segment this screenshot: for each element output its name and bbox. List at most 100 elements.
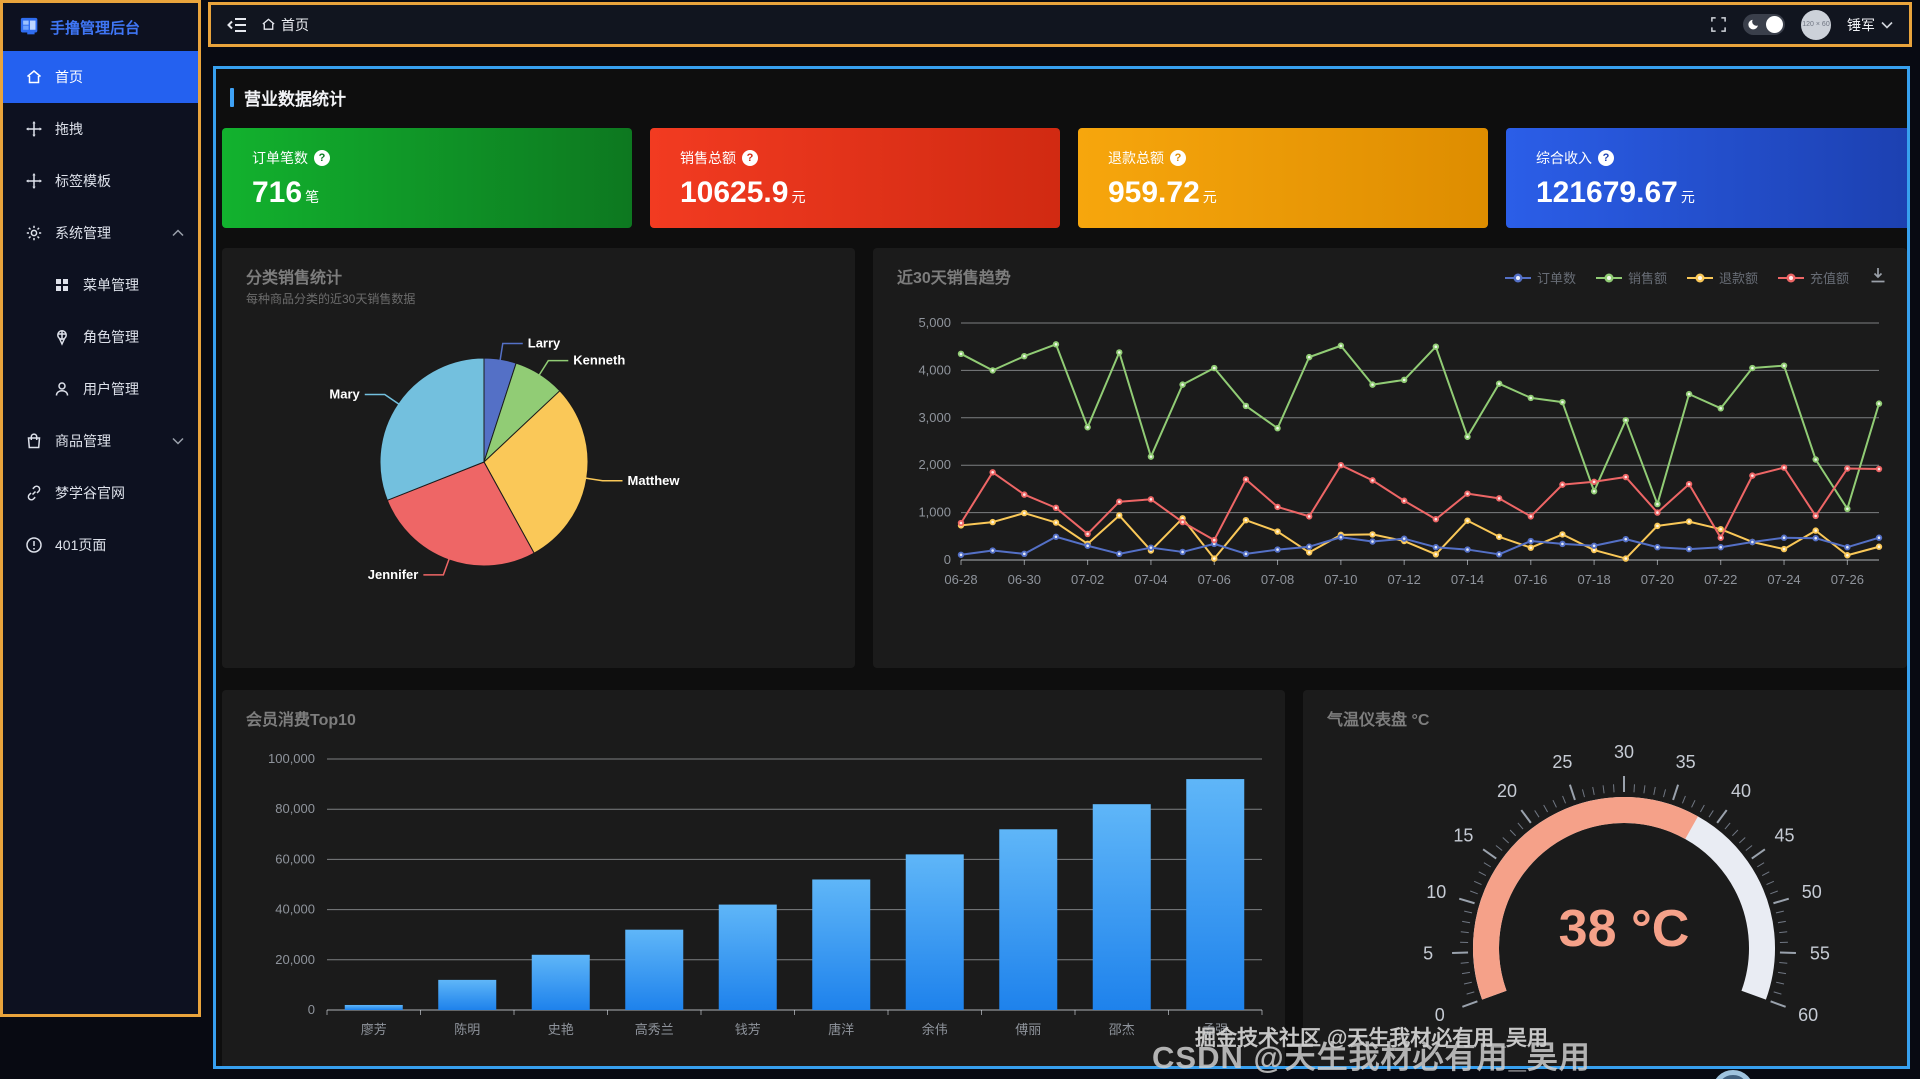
avatar[interactable]: 120 × 60 [1801,9,1831,40]
app-logo-icon [19,16,41,38]
alert-icon [25,536,43,554]
help-icon[interactable]: ? [314,150,330,166]
pie-chart: Larry Kenneth Matthew Jennifer Mary [328,334,682,583]
stat-card-orders: 订单笔数? 716 笔 [222,128,632,228]
sidebar-item-label: 系统管理 [55,225,111,241]
pie-chart-card: Larry Kenneth Matthew Jennifer Mary 分类销售统计 每… [222,248,855,668]
legend-item-销售额[interactable]: 销售额 [1595,268,1667,287]
sidebar-item-product-management[interactable]: 商品管理 [3,415,198,467]
svg-text:高秀兰: 高秀兰 [635,1022,674,1037]
svg-text:50: 50 [1802,882,1822,902]
badge-icon [53,328,71,346]
section-accent-bar [230,88,234,107]
stat-card-unit: 元 [1680,189,1695,205]
stat-card-label: 订单笔数 [252,150,308,166]
svg-text:0: 0 [308,1002,315,1017]
sidebar-item-label: 菜单管理 [83,277,139,293]
sidebar-collapse-icon[interactable] [227,17,247,33]
chevron-down-icon [172,437,184,445]
sidebar-item-mxg-site[interactable]: 梦学谷官网 [3,467,198,519]
svg-text:25: 25 [1552,752,1572,772]
download-icon[interactable] [1869,266,1887,284]
svg-text:07-02: 07-02 [1071,572,1104,587]
svg-text:07-08: 07-08 [1261,572,1294,587]
svg-text:40: 40 [1731,781,1751,801]
legend-marker [1777,273,1804,282]
legend-marker [1504,273,1531,282]
sidebar-item-page-401[interactable]: 401页面 [3,519,198,571]
user-icon [53,380,71,398]
stat-card-value: 10625.9 [680,176,789,209]
svg-text:邵杰: 邵杰 [1109,1022,1135,1037]
help-icon[interactable]: ? [1598,150,1614,166]
sidebar-item-label: 梦学谷官网 [55,485,125,501]
svg-text:Jennifer: Jennifer [368,567,419,582]
dark-mode-toggle[interactable] [1743,14,1785,35]
header-actions: 120 × 60 锤军 [1710,9,1893,40]
svg-text:38 °C: 38 °C [1559,900,1690,958]
sidebar: 手撸管理后台 首页 拖拽 标签模板系统管理菜单管理角色管理用户管理商品管理梦学谷官网… [0,0,201,1017]
svg-text:07-24: 07-24 [1767,572,1800,587]
svg-text:06-30: 06-30 [1008,572,1041,587]
svg-text:1,000: 1,000 [918,505,951,520]
stat-card-label: 综合收入 [1536,150,1592,166]
svg-text:Kenneth: Kenneth [573,353,625,368]
user-menu[interactable]: 锤军 [1847,15,1893,35]
svg-text:60,000: 60,000 [275,851,315,866]
help-icon[interactable]: ? [742,150,758,166]
link-icon [25,484,43,502]
help-icon[interactable]: ? [1170,150,1186,166]
bag-icon [25,432,43,450]
legend-marker [1686,273,1713,282]
bar-chart: 0 20,000 40,000 60,000 80,000 100,000 廖芳 陈明 史艳 高秀… [268,751,1263,1037]
legend-label: 销售额 [1627,271,1667,286]
sidebar-item-role-management[interactable]: 角色管理 [3,311,198,363]
sidebar-item-menu-management[interactable]: 菜单管理 [3,259,198,311]
svg-text:0: 0 [1435,1005,1445,1025]
legend-label: 订单数 [1536,271,1576,286]
sidebar-item-label: 用户管理 [83,381,139,397]
stat-card-label: 销售总额 [680,150,736,166]
fullscreen-icon[interactable] [1710,16,1727,33]
legend-item-订单数[interactable]: 订单数 [1504,268,1576,287]
svg-text:07-26: 07-26 [1831,572,1864,587]
stat-card-unit: 元 [1202,189,1217,205]
svg-text:15: 15 [1453,826,1473,846]
section-header: 营业数据统计 [230,85,346,110]
sidebar-item-home[interactable]: 首页 [3,51,198,103]
main-content: 营业数据统计 订单笔数? 716 笔销售总额? 10625.9 元退款总额? 959.72… [213,66,1910,1069]
app-title: 手撸管理后台 [50,19,141,37]
legend-item-退款额[interactable]: 退款额 [1686,268,1758,287]
section-title: 营业数据统计 [244,90,346,109]
gear-icon [25,224,43,242]
legend-item-充值额[interactable]: 充值额 [1777,268,1849,287]
svg-text:Matthew: Matthew [628,473,681,488]
sidebar-item-system-management[interactable]: 系统管理 [3,207,198,259]
sidebar-item-user-management[interactable]: 用户管理 [3,363,198,415]
svg-text:Mary: Mary [329,387,360,402]
svg-text:20: 20 [1497,781,1517,801]
svg-text:钱芳: 钱芳 [735,1022,761,1037]
gauge-chart-title: 气温仪表盘 °C [1327,712,1430,729]
sidebar-item-drag[interactable]: 拖拽 [3,103,198,155]
move-icon [25,120,43,138]
pie-chart-subtitle: 每种商品分类的近30天销售数据 [246,292,416,306]
svg-text:35: 35 [1676,752,1696,772]
moon-icon [1747,17,1761,31]
svg-text:Larry: Larry [528,335,561,350]
svg-text:07-18: 07-18 [1577,572,1610,587]
sidebar-item-label: 商品管理 [55,433,111,449]
breadcrumb[interactable]: 首页 [261,15,309,35]
svg-text:80,000: 80,000 [275,801,315,816]
svg-text:55: 55 [1810,944,1830,964]
toggle-knob [1766,16,1783,33]
svg-text:20,000: 20,000 [275,952,315,967]
svg-text:07-22: 07-22 [1704,572,1737,587]
home-icon [25,68,43,86]
svg-text:傅丽: 傅丽 [1015,1022,1041,1037]
pie-chart-title: 分类销售统计 [246,270,343,287]
svg-text:4,000: 4,000 [918,362,951,377]
sidebar-item-label-template[interactable]: 标签模板 [3,155,198,207]
svg-text:100,000: 100,000 [268,751,315,766]
bar-chart-title: 会员消费Top10 [246,712,356,729]
